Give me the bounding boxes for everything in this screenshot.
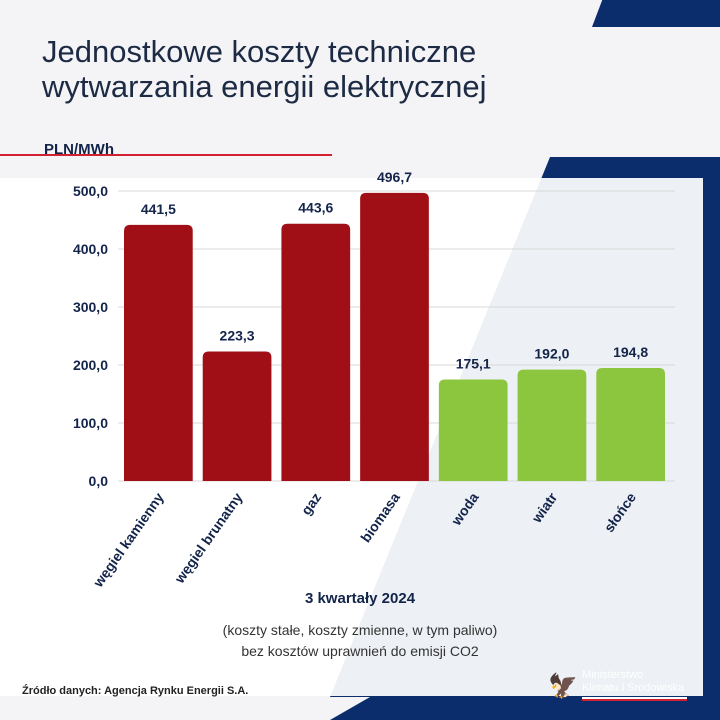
- note-line-2: bez kosztów uprawnień do emisji CO2: [241, 643, 479, 659]
- x-tick-label: węgiel brunatny: [171, 489, 246, 586]
- bar-value-label: 441,5: [141, 201, 176, 217]
- y-tick-label: 0,0: [89, 473, 109, 489]
- y-tick-label: 300,0: [73, 299, 108, 315]
- data-source: Źródło danych: Agencja Rynku Energii S.A…: [22, 685, 249, 697]
- note-line-1: (koszty stałe, koszty zmienne, w tym pal…: [222, 622, 498, 638]
- eagle-emblem-icon: 🦅: [548, 673, 578, 700]
- y-tick-label: 100,0: [73, 415, 108, 431]
- bar: [202, 351, 272, 481]
- y-tick-label: 500,0: [73, 183, 108, 199]
- x-tick-label: woda: [447, 489, 481, 528]
- bar-value-label: 175,1: [456, 355, 491, 371]
- bar: [124, 224, 193, 481]
- x-tick-label: biomasa: [357, 489, 403, 545]
- y-tick-label: 200,0: [73, 357, 108, 373]
- bar: [438, 379, 508, 481]
- flag-stripe: [582, 697, 687, 701]
- decor-blue-top: [592, 0, 720, 27]
- ministry-logo-text: Ministerstwo Klimatu i Środowiska: [582, 669, 684, 695]
- title-line-1: Jednostkowe koszty techniczne: [42, 34, 477, 69]
- ministry-line-1: Ministerstwo: [582, 669, 644, 681]
- y-tick-label: 400,0: [73, 241, 108, 257]
- x-tick-label: gaz: [298, 490, 324, 518]
- bar-value-label: 443,6: [298, 200, 333, 216]
- x-tick-label: wiatr: [528, 489, 561, 526]
- title-underline: [0, 154, 332, 156]
- title-line-2: wytwarzania energii elektrycznej: [42, 69, 487, 104]
- bar: [517, 369, 587, 481]
- x-tick-label: węgiel kamienny: [89, 489, 167, 590]
- bar-value-label: 223,3: [220, 327, 255, 343]
- y-axis-unit: PLN/MWh: [44, 141, 114, 158]
- bar-value-label: 192,0: [534, 346, 569, 362]
- page-title: Jednostkowe koszty techniczne wytwarzania…: [42, 34, 487, 104]
- bar-value-label: 194,8: [613, 344, 648, 360]
- ministry-line-2: Klimatu i Środowiska: [582, 682, 685, 694]
- bar: [360, 192, 429, 481]
- bar-value-label: 496,7: [377, 169, 412, 185]
- bar: [281, 223, 351, 481]
- x-tick-label: słońce: [601, 489, 640, 535]
- x-axis-label: 3 kwartały 2024: [304, 590, 416, 607]
- bar: [596, 368, 665, 481]
